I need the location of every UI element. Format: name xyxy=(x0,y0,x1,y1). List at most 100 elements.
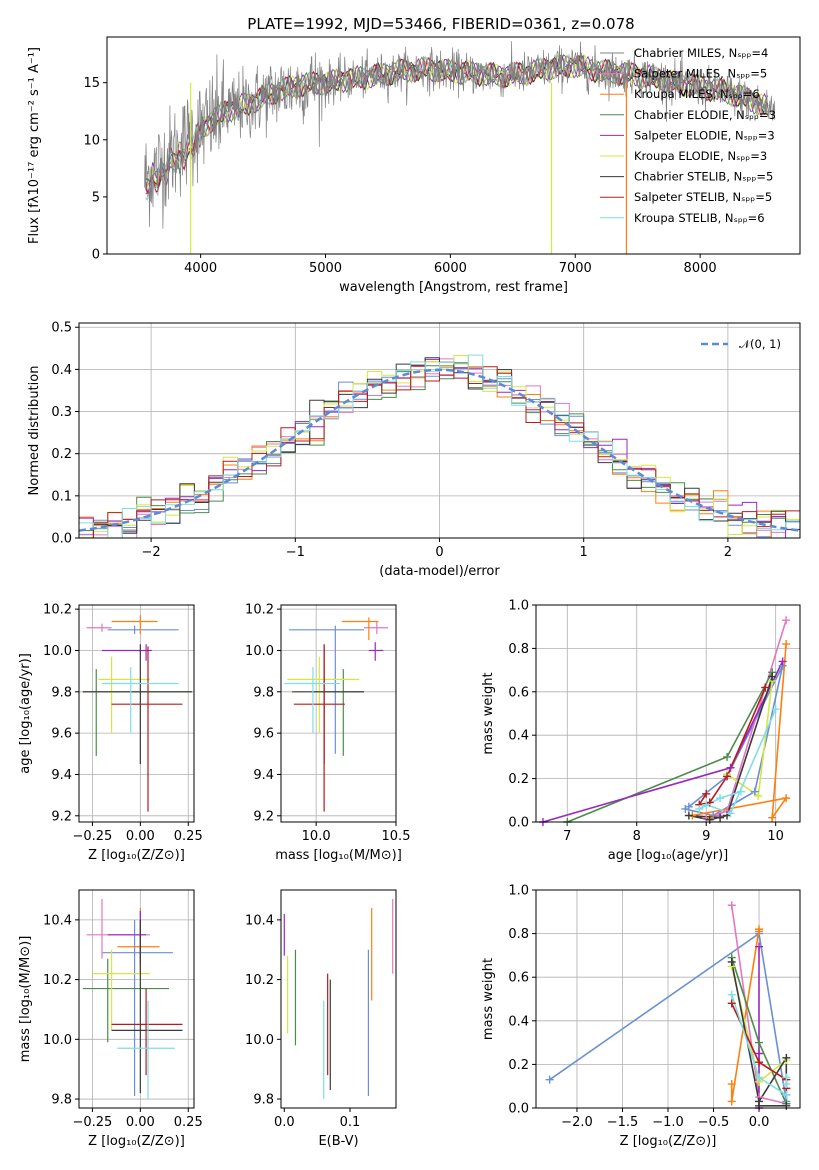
spectrum-ytick-label: 15 xyxy=(83,76,100,91)
legend-entry: 𝒩(0, 1) xyxy=(739,337,781,351)
weight_vs_age-panel: 7 8 9 10 0.0 0.2 0.4 0.6 0.8 1.0 age [log₁₀(age/yr… xyxy=(481,599,801,863)
weight_vs_age-ytick-label: 1.0 xyxy=(508,599,529,614)
weight_vs_age-axes-frame xyxy=(535,604,801,823)
legend-entry: Chabrier STELIB, Nₛₚₚ=5 xyxy=(634,170,773,184)
plus-marker xyxy=(723,752,732,761)
weight_vs_Z-ytick-label: 0.2 xyxy=(508,1058,529,1073)
age_vs_Z-xtick-label: 0.00 xyxy=(126,829,155,844)
spectrum-axes-frame xyxy=(106,36,801,255)
weight_vs_age-ytick-label: 0.4 xyxy=(508,729,529,744)
weight_vs_Z-xtick-label: −1.5 xyxy=(607,1115,639,1130)
mass_vs_EBV-axes-frame xyxy=(280,889,397,1109)
mass_vs_Z-axes-frame xyxy=(78,889,195,1109)
plus-marker xyxy=(736,787,745,796)
residuals-ytick-label: 0.1 xyxy=(51,489,72,504)
mass_vs_EBV-ytick-label: 10.2 xyxy=(245,973,274,988)
weight_vs_age-ytick-label: 0.2 xyxy=(508,772,529,787)
mass-weight-line xyxy=(730,929,760,1102)
mass_vs_EBV-xlabel: E(B-V) xyxy=(318,1134,358,1149)
plus-marker xyxy=(727,1080,736,1089)
mass_vs_Z-panel: −0.25 0.00 0.25 9.8 10.0 10.2 10.4 Z [log₁₀(Z/Z… xyxy=(18,889,203,1149)
plus-marker xyxy=(684,802,693,811)
mass_vs_Z-ytick-label: 9.8 xyxy=(51,1093,72,1108)
residuals-ytick-label: 0.5 xyxy=(51,321,72,336)
age_vs_mass-xtick-label: 10.0 xyxy=(302,829,331,844)
legend-entry: Chabrier MILES, Nₛₚₚ=4 xyxy=(634,46,768,60)
plus-marker xyxy=(782,1090,791,1099)
legend-entry: Kroupa ELODIE, Nₛₚₚ=3 xyxy=(634,149,767,163)
plus-marker xyxy=(782,1073,791,1082)
plus-marker xyxy=(726,763,735,772)
spectrum-ytick-label: 10 xyxy=(83,133,100,148)
age_vs_Z-ylabel: age [log₁₀(age/yr)] xyxy=(18,653,33,774)
residuals-xlabel: (data-model)/error xyxy=(379,564,500,579)
spectrum-xtick-label: 6000 xyxy=(434,261,467,276)
age_vs_Z-plot-area xyxy=(82,615,193,812)
weight_vs_age-ytick-label: 0.8 xyxy=(508,642,529,657)
age_vs_Z-axes-frame xyxy=(78,604,195,823)
plus-marker xyxy=(782,616,791,625)
weight_vs_Z-xtick-label: −0.5 xyxy=(698,1115,730,1130)
age_vs_mass-ytick-label: 10.2 xyxy=(245,603,274,618)
weight_vs_Z-xtick-label: −1.0 xyxy=(652,1115,684,1130)
legend-entry: Kroupa STELIB, Nₛₚₚ=6 xyxy=(634,211,765,225)
weight_vs_Z-xtick-label: 0.0 xyxy=(749,1115,770,1130)
age_vs_mass-xlabel: mass [log₁₀(M/M⊙)] xyxy=(275,848,402,863)
age_vs_mass-panel: 10.0 10.5 9.2 9.4 9.6 9.8 10.0 10.2 mass [log₁₀(… xyxy=(245,603,410,863)
spectrum-ylabel: Flux [fλ10⁻¹⁷ erg cm⁻² s⁻¹ A⁻¹] xyxy=(27,47,42,244)
age_vs_Z-ytick-label: 10.2 xyxy=(43,603,72,618)
age_vs_Z-panel: −0.25 0.00 0.25 9.2 9.4 9.6 9.8 10.0 10.2 Z [log₁… xyxy=(18,603,203,863)
mass_vs_EBV-xtick-label: 0.1 xyxy=(340,1115,361,1130)
mass_vs_Z-ytick-label: 10.2 xyxy=(43,973,72,988)
mass_vs_Z-xtick-label: −0.25 xyxy=(72,1115,112,1130)
weight_vs_age-xlabel: age [log₁₀(age/yr)] xyxy=(608,848,729,863)
weight_vs_age-xtick-label: 7 xyxy=(563,829,571,844)
legend-entry: Salpeter MILES, Nₛₚₚ=5 xyxy=(634,67,767,81)
weight_vs_age-ytick-label: 0.6 xyxy=(508,685,529,700)
plus-marker xyxy=(702,789,711,798)
age_vs_mass-ytick-label: 10.0 xyxy=(245,644,274,659)
mass_vs_Z-ylabel: mass [log₁₀(M/M⊙)] xyxy=(18,936,33,1063)
spectrum-xtick-label: 4000 xyxy=(184,261,217,276)
weight_vs_Z-xlabel: Z [log₁₀(Z/Z⊙)] xyxy=(620,1134,717,1149)
residuals-xtick-label: 1 xyxy=(580,545,588,560)
spectrum-xlabel: wavelength [Angstrom, rest frame] xyxy=(339,280,568,295)
age_vs_mass-ytick-label: 9.2 xyxy=(253,809,274,824)
spectrum-panel: 4000 5000 6000 7000 8000 0 5 10 15 wavelength [An… xyxy=(27,36,801,295)
plus-marker xyxy=(761,683,770,692)
age_vs_Z-ytick-label: 10.0 xyxy=(43,644,72,659)
plus-marker xyxy=(768,813,777,822)
weight_vs_Z-axes-frame xyxy=(535,889,801,1109)
spectrum-ytick-label: 0 xyxy=(92,248,100,263)
weight_vs_age-ytick-label: 0.0 xyxy=(508,816,529,831)
mass_vs_Z-xtick-label: 0.25 xyxy=(174,1115,203,1130)
weight_vs_age-plot-area xyxy=(542,619,788,822)
legend-entry: Chabrier ELODIE, Nₛₚₚ=3 xyxy=(634,108,776,122)
mass-weight-line xyxy=(685,665,784,817)
residuals-xtick-label: 0 xyxy=(435,545,443,560)
mass_vs_EBV-ytick-label: 9.8 xyxy=(253,1093,274,1108)
weight_vs_age-xtick-label: 9 xyxy=(702,829,710,844)
mass_vs_Z-plot-area xyxy=(82,898,183,1100)
age_vs_Z-ytick-label: 9.2 xyxy=(51,809,72,824)
mass_vs_Z-xtick-label: 0.00 xyxy=(126,1115,155,1130)
spectrum-xtick-label: 5000 xyxy=(309,261,342,276)
plus-marker xyxy=(755,1073,764,1082)
plus-marker xyxy=(755,1058,764,1067)
plus-marker xyxy=(778,657,787,666)
age_vs_mass-axes-frame xyxy=(280,604,397,823)
spectrum-xtick-label: 8000 xyxy=(684,261,717,276)
plus-marker xyxy=(782,1053,791,1062)
age_vs_mass-grid xyxy=(281,605,397,822)
legend-entry: Salpeter STELIB, Nₛₚₚ=5 xyxy=(634,190,772,204)
plus-marker xyxy=(755,1049,764,1058)
weight_vs_Z-ytick-label: 0.6 xyxy=(508,971,529,986)
weight_vs_Z-ylabel: mass weight xyxy=(481,958,496,1040)
plus-marker xyxy=(702,800,711,809)
mass_vs_EBV-xtick-label: 0.0 xyxy=(274,1115,295,1130)
weight_vs_Z-ytick-label: 0.0 xyxy=(508,1102,529,1117)
mass_vs_Z-grid xyxy=(79,890,194,1108)
plus-marker xyxy=(726,809,735,818)
spectrum-ytick-label: 5 xyxy=(92,190,100,205)
